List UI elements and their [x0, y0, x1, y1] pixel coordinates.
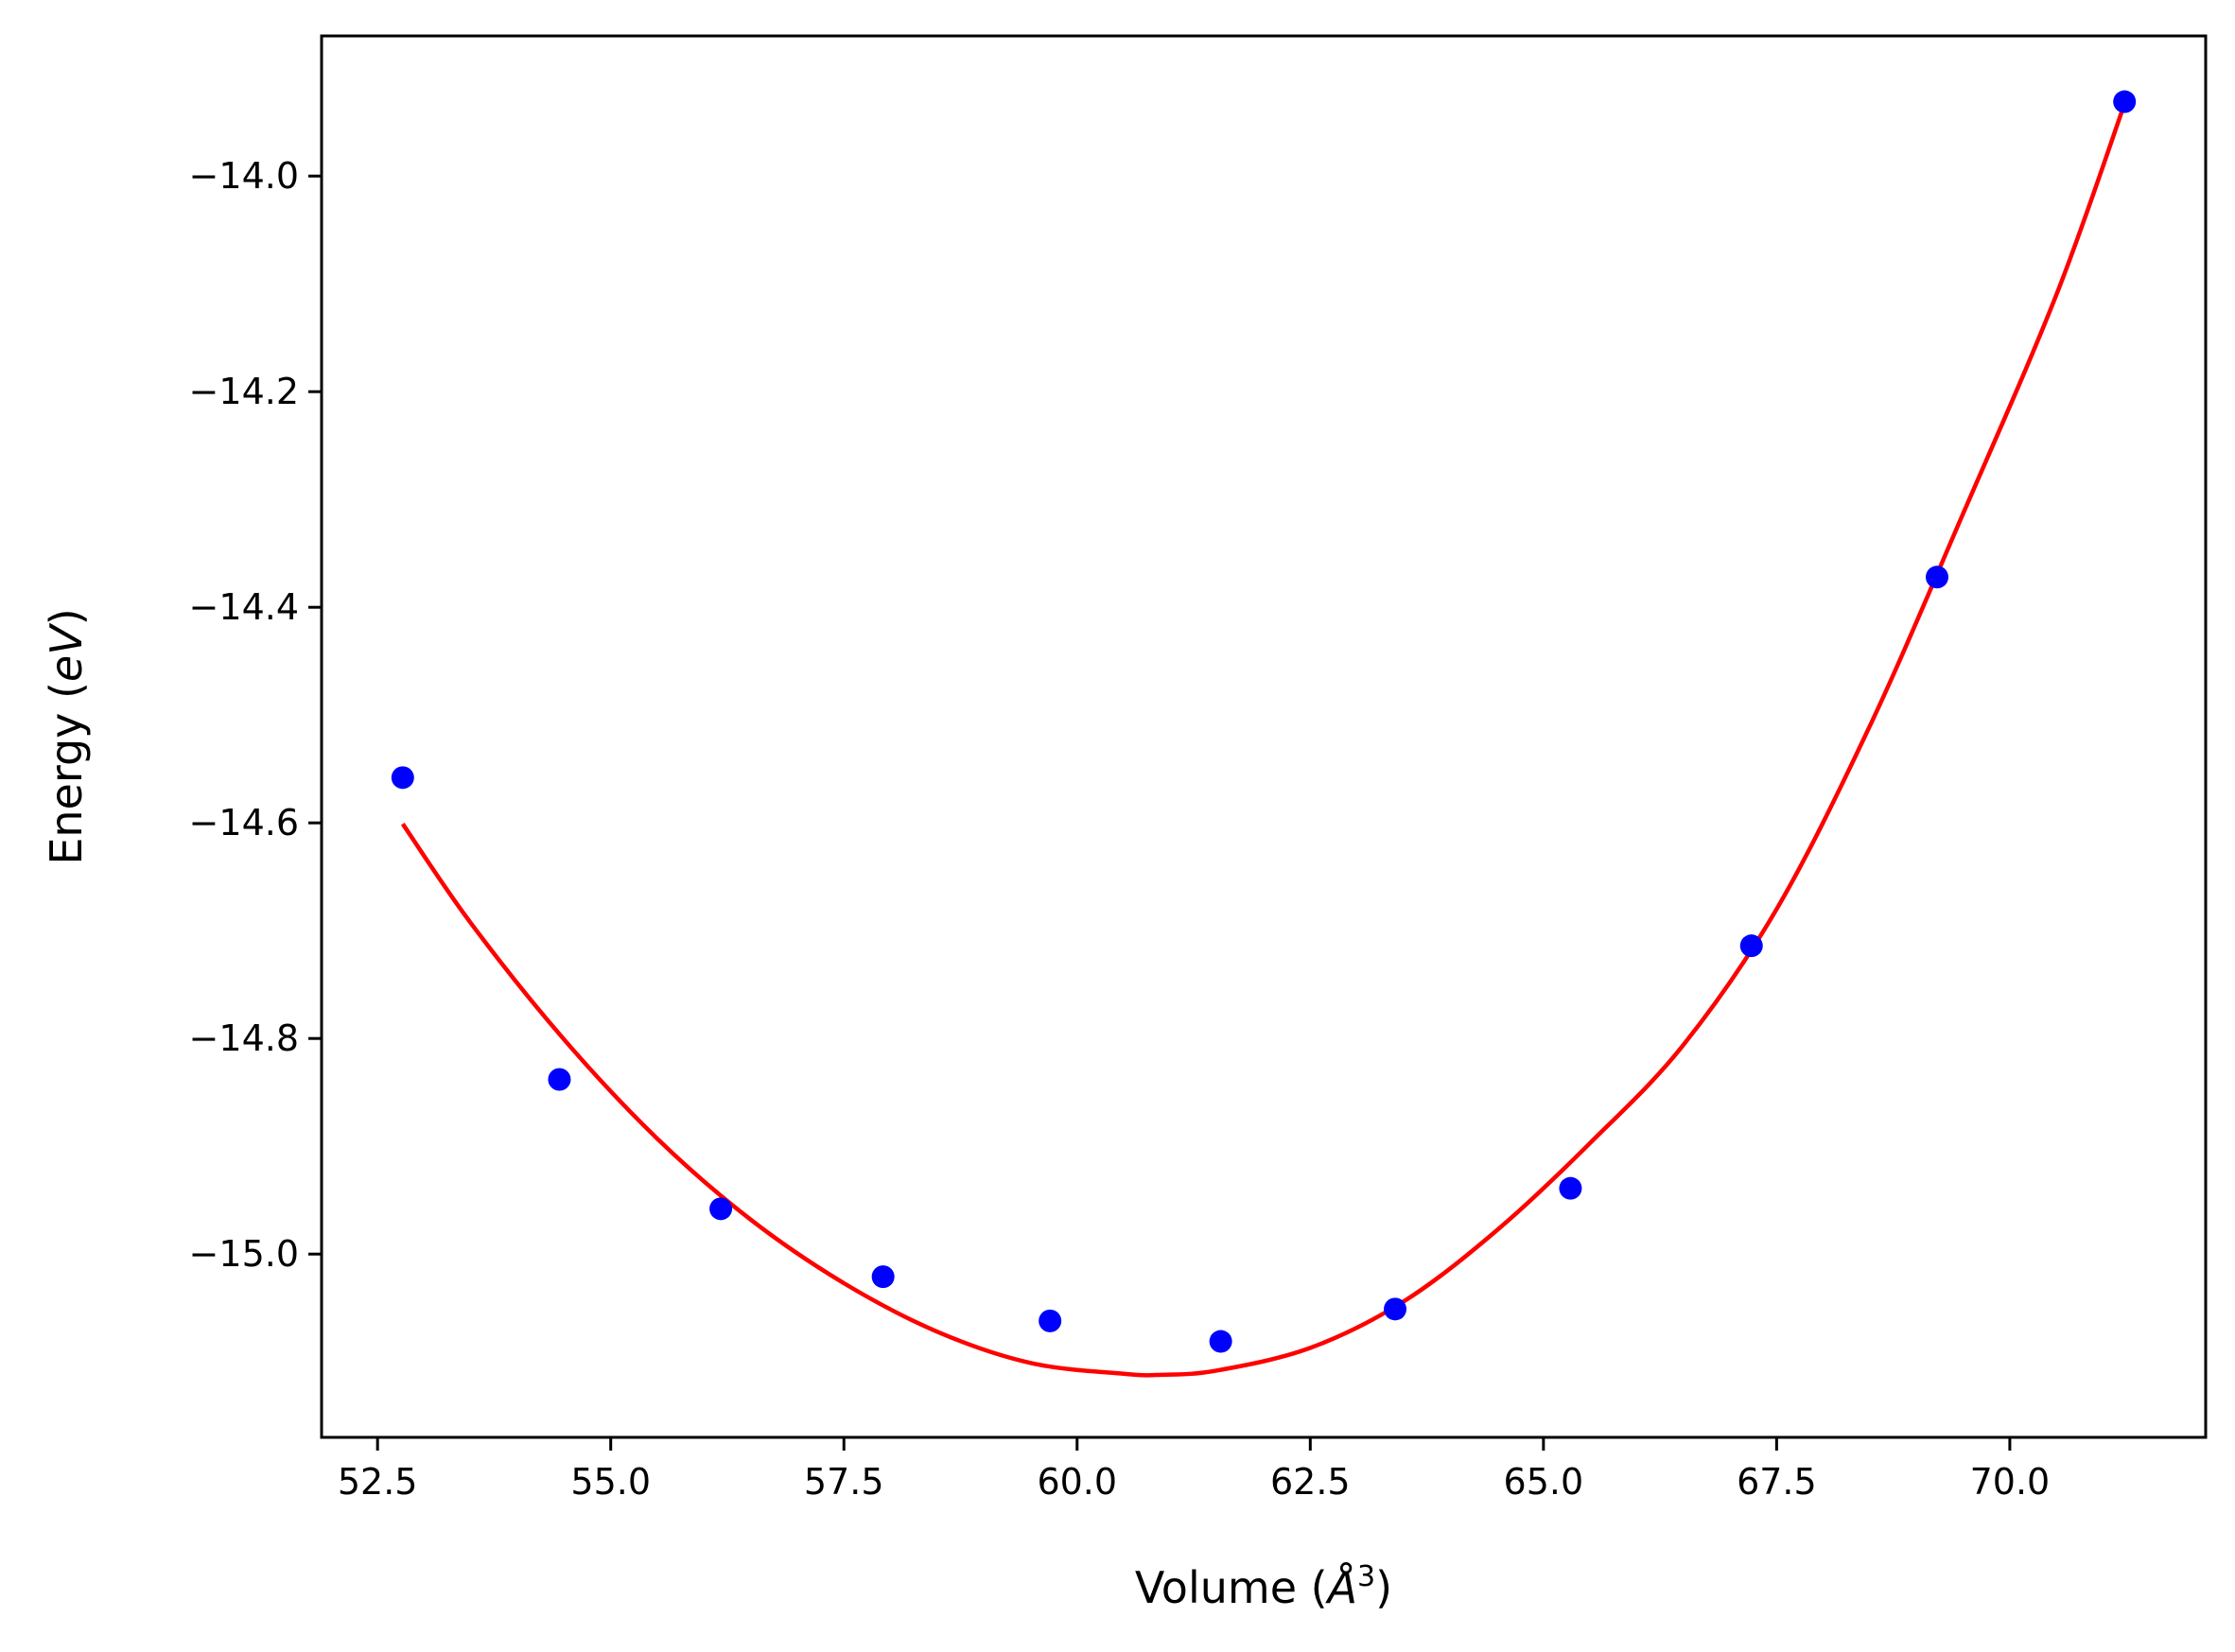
data-point [1925, 565, 1948, 589]
data-point [548, 1068, 571, 1091]
data-point [2113, 90, 2137, 113]
data-point [871, 1265, 895, 1289]
data-point [1739, 934, 1763, 958]
data-point [1384, 1297, 1407, 1321]
data-points-layer [391, 90, 2137, 1353]
x-tick-label: 60.0 [1037, 1461, 1117, 1503]
fit-curve [400, 103, 2127, 1378]
x-axis-title: Volume (Å3) [1135, 1560, 1392, 1613]
y-tick-label: −14.6 [189, 802, 299, 843]
data-point [709, 1197, 733, 1221]
y-tick-label: −15.0 [189, 1233, 299, 1275]
plot-frame [320, 34, 2208, 1439]
data-point [1209, 1330, 1232, 1353]
y-tick-label: −14.0 [189, 155, 299, 197]
x-tick-label: 57.5 [804, 1461, 884, 1503]
x-tick-label: 62.5 [1270, 1461, 1351, 1503]
y-tick-label: −14.4 [189, 586, 299, 628]
data-point [1559, 1176, 1582, 1200]
x-tick-label: 52.5 [338, 1461, 418, 1503]
x-tick-label: 65.0 [1504, 1461, 1584, 1503]
x-tick-label: 70.0 [1970, 1461, 2051, 1503]
data-point [391, 766, 414, 790]
y-tick-label: −14.8 [189, 1017, 299, 1059]
y-axis-title: Energy (eV) [41, 608, 92, 864]
x-tick-label: 55.0 [570, 1461, 651, 1503]
y-axis: −14.0 −14.2 −14.4 −14.6 −14.8 −15.0 [189, 155, 322, 1275]
fit-curve-layer [400, 103, 2127, 1378]
y-tick-label: −14.2 [189, 371, 299, 412]
data-point [1039, 1309, 1062, 1332]
x-axis: 52.5 55.0 57.5 60.0 62.5 65.0 67.5 70.0 [338, 1437, 2050, 1503]
x-tick-label: 67.5 [1737, 1461, 1817, 1503]
